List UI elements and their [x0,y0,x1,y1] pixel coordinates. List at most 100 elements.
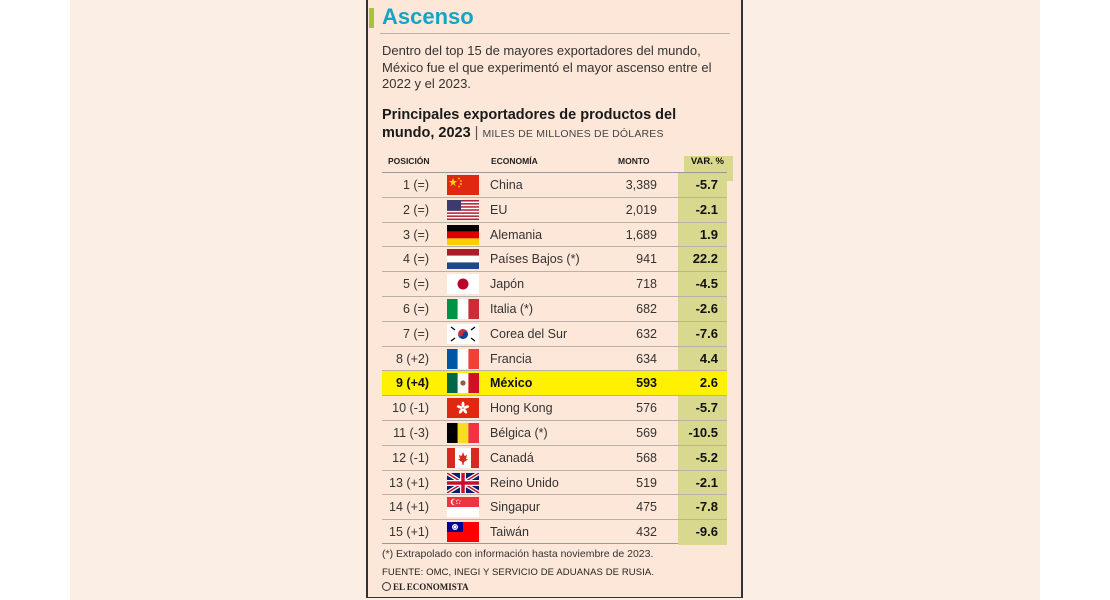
row-position: 8 (+2) [395,351,429,366]
table-row: 3 (=) Alemania 1,689 1.9 [382,221,727,248]
row-economy: Canadá [490,450,534,465]
row-position: 7 (=) [402,326,429,341]
singapore-flag-icon [447,497,479,518]
table-row: 11 (-3) Bélgica (*) 569 -10.5 [382,420,727,446]
table-unit: MILES DE MILLONES DE DÓLARES [482,128,664,140]
row-variation: 4.4 [678,346,727,372]
title-accent-bar [369,8,374,28]
netherlands-flag-icon [447,249,479,270]
row-economy: China [490,178,523,192]
row-variation: 1.9 [678,222,727,248]
belgium-flag-icon [447,423,479,443]
row-economy: Francia [490,351,532,366]
canada-flag-icon [447,447,479,468]
table-row: 7 (=) Corea del Sur 632 -7.6 [382,320,727,347]
row-variation: -2.1 [678,197,727,223]
row-economy: Singapur [490,500,541,515]
row-amount: 576 [636,401,657,416]
row-amount: 3,389 [625,178,657,192]
row-position: 15 (+1) [389,525,429,540]
row-economy: México [490,376,533,391]
row-economy: Taiwán [490,525,529,540]
row-variation: -9.6 [678,520,727,545]
row-amount: 432 [636,525,657,540]
footnote: (*) Extrapolado con información hasta no… [382,548,654,560]
row-position: 6 (=) [402,302,429,316]
logo-text: EL ECONOMISTA [393,582,469,592]
france-flag-icon [447,348,479,369]
row-position: 14 (+1) [389,500,429,515]
title-divider [380,33,730,34]
table-row: 9 (+4) México 593 2.6 [382,370,727,397]
row-position: 10 (-1) [392,401,429,416]
exporters-table: 1 (=) China 3,389 -5.7 2 (=) EU 2,019 -2.1 3 (=)… [382,172,727,545]
row-variation: -5.7 [678,396,727,421]
row-amount: 593 [636,376,657,391]
row-amount: 519 [636,475,657,490]
table-row: 15 (+1) Taiwán 432 -9.6 [382,519,727,545]
uk-flag-icon [447,472,479,493]
row-variation: -5.2 [678,445,727,471]
row-economy: Bélgica (*) [490,426,548,440]
header-economy: ECONOMÍA [491,156,538,166]
table-row: 10 (-1) Hong Kong 576 -5.7 [382,395,727,421]
row-economy: Corea del Sur [490,326,568,341]
row-variation: -10.5 [678,421,727,446]
row-economy: EU [490,202,508,217]
korea-flag-icon [447,323,479,344]
taiwan-flag-icon [447,522,479,543]
infographic-title: Ascenso [382,4,474,29]
row-variation: -2.6 [678,297,727,322]
title-separator: | [474,125,479,141]
row-amount: 475 [636,500,657,515]
row-position: 3 (=) [402,227,429,242]
row-economy: Italia (*) [490,302,534,316]
table-row: 12 (-1) Canadá 568 -5.2 [382,444,727,471]
row-economy: Alemania [490,227,543,242]
hongkong-flag-icon [447,398,479,419]
row-position: 4 (=) [402,252,429,267]
china-flag-icon [447,175,479,195]
mexico-flag-icon [447,373,479,394]
row-position: 1 (=) [402,178,429,192]
row-variation: -7.8 [678,495,727,521]
table-row: 8 (+2) Francia 634 4.4 [382,345,727,372]
row-variation: -5.7 [678,173,727,198]
publisher-logo: EL ECONOMISTA [382,582,469,592]
header-amount: MONTO [618,156,650,166]
row-economy: Reino Unido [490,475,559,490]
table-title-text: Principales exportadores de productos de… [382,107,677,141]
row-position: 9 (+4) [395,376,429,391]
row-amount: 569 [636,426,657,440]
row-amount: 682 [636,302,657,316]
table-row: 1 (=) China 3,389 -5.7 [382,172,727,198]
table-row: 5 (=) Japón 718 -4.5 [382,271,727,297]
table-title: Principales exportadores de productos de… [382,106,732,143]
table-row: 6 (=) Italia (*) 682 -2.6 [382,296,727,322]
row-position: 2 (=) [402,202,429,217]
row-economy: Países Bajos (*) [490,252,580,267]
row-position: 12 (-1) [392,450,429,465]
row-variation: 22.2 [678,247,727,273]
row-amount: 718 [636,277,657,292]
intro-text: Dentro del top 15 de mayores exportadore… [382,43,712,91]
row-amount: 634 [636,351,657,366]
italy-flag-icon [447,299,479,319]
japan-flag-icon [447,274,479,295]
row-variation: 2.6 [678,371,727,397]
logo-icon [382,582,391,591]
table-row: 13 (+1) Reino Unido 519 -2.1 [382,469,727,496]
row-economy: Hong Kong [490,401,553,416]
row-amount: 568 [636,450,657,465]
row-amount: 941 [636,252,657,267]
row-amount: 2,019 [625,202,657,217]
row-variation: -4.5 [678,272,727,297]
row-variation: -2.1 [678,470,727,496]
row-position: 11 (-3) [393,426,429,440]
row-position: 13 (+1) [389,475,429,490]
table-row: 14 (+1) Singapur 475 -7.8 [382,494,727,521]
usa-flag-icon [447,199,479,220]
row-economy: Japón [490,277,525,292]
header-position: POSICIÓN [388,156,430,166]
row-variation: -7.6 [678,321,727,347]
